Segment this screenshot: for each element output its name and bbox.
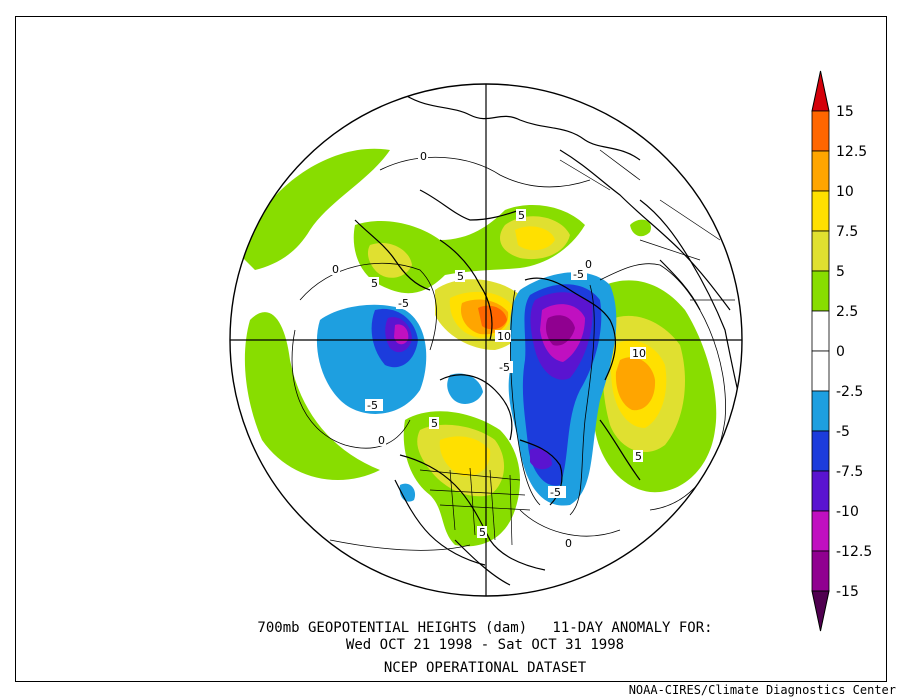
contour-label-text: 0 bbox=[378, 434, 385, 447]
contour-label-text: 0 bbox=[565, 537, 572, 550]
colorbar-label: 12.5 bbox=[836, 144, 867, 160]
contour-label-text: 5 bbox=[479, 526, 486, 539]
plot-frame bbox=[15, 16, 887, 682]
anomaly-region-positive bbox=[630, 219, 651, 237]
colorbar-swatch bbox=[811, 430, 830, 472]
contour-label: -5 bbox=[396, 297, 412, 310]
colorbar: 15 12.5 10 7.5 5 2.5 0 -2.5 -5 -7.5 -10 -12.5 -15 bbox=[811, 70, 872, 632]
colorbar-swatch bbox=[811, 350, 830, 392]
colorbar-swatch bbox=[811, 110, 830, 152]
contour-label: 5 bbox=[369, 277, 379, 290]
colorbar-swatch bbox=[811, 150, 830, 192]
map-title-line3: NCEP OPERATIONAL DATASET bbox=[383, 660, 587, 676]
map-title-line2: Wed OCT 21 1998 - Sat OCT 31 1998 bbox=[345, 637, 625, 653]
anomaly-region-negative bbox=[447, 373, 483, 404]
colorbar-swatch bbox=[811, 550, 830, 592]
colorbar-bottom-triangle bbox=[811, 590, 830, 632]
anomaly-region-positive bbox=[240, 148, 390, 270]
contour-label-text: -5 bbox=[499, 361, 510, 374]
colorbar-label: 7.5 bbox=[836, 224, 858, 240]
anomaly-region-negative bbox=[530, 448, 552, 470]
contour-label: 10 bbox=[630, 347, 646, 360]
colorbar-swatch bbox=[811, 190, 830, 232]
contour-label-text: 0 bbox=[585, 258, 592, 271]
colorbar-label: 0 bbox=[836, 344, 845, 360]
contour-label: -5 bbox=[497, 361, 513, 374]
colorbar-label: -7.5 bbox=[836, 464, 863, 480]
contour-label-text: 10 bbox=[632, 347, 646, 360]
borders bbox=[419, 149, 735, 546]
contour-label: -5 bbox=[548, 486, 566, 499]
contour-label: 5 bbox=[633, 450, 643, 463]
colorbar-label: -10 bbox=[836, 504, 859, 520]
contour-label: 10 bbox=[495, 330, 511, 343]
contour-label-text: 5 bbox=[457, 270, 464, 283]
contour-label-text: 0 bbox=[420, 150, 427, 163]
anomaly-region-positive bbox=[244, 312, 380, 480]
colorbar-swatch bbox=[811, 510, 830, 552]
contour-label: 5 bbox=[429, 417, 439, 430]
anomaly-region-positive bbox=[515, 226, 555, 251]
colorbar-swatch bbox=[811, 470, 830, 512]
colorbar-label: 10 bbox=[836, 184, 854, 200]
contour-label-text: 0 bbox=[332, 263, 339, 276]
contour-label: 5 bbox=[516, 209, 526, 222]
contour-label: -5 bbox=[571, 268, 587, 281]
coastlines bbox=[354, 94, 741, 586]
contour-label: 0 bbox=[583, 258, 593, 271]
colorbar-label: -2.5 bbox=[836, 384, 863, 400]
contour-label-text: -5 bbox=[367, 399, 378, 412]
anomaly-region-negative bbox=[545, 315, 575, 346]
colorbar-swatch bbox=[811, 270, 830, 312]
colorbar-label: 15 bbox=[836, 104, 854, 120]
anomaly-region-positive bbox=[439, 436, 491, 477]
contour-label-text: 5 bbox=[518, 209, 525, 222]
anomaly-region-positive bbox=[478, 305, 507, 330]
anomaly-region-positive bbox=[615, 357, 656, 411]
contour-label: 5 bbox=[477, 526, 487, 539]
colorbar-label: -15 bbox=[836, 584, 859, 600]
contour-label-text: -5 bbox=[550, 486, 561, 499]
colorbar-swatch bbox=[811, 310, 830, 352]
colorbar-top-triangle bbox=[811, 70, 830, 112]
contour-label: 5 bbox=[455, 270, 465, 283]
colorbar-label: 2.5 bbox=[836, 304, 858, 320]
colorbar-label: -5 bbox=[836, 424, 850, 440]
map-boundary bbox=[229, 83, 743, 597]
map-title-line1: 700mb GEOPOTENTIAL HEIGHTS (dam) 11-DAY … bbox=[257, 620, 713, 636]
credit-text: NOAA-CIRES/Climate Diagnostics Center bbox=[628, 683, 896, 697]
colorbar-swatch bbox=[811, 390, 830, 432]
contour-label: -5 bbox=[365, 399, 383, 412]
contour-label-text: 5 bbox=[431, 417, 438, 430]
contour-label-text: -5 bbox=[573, 268, 584, 281]
colorbar-label: -12.5 bbox=[836, 544, 872, 560]
anomaly-region-negative bbox=[394, 324, 409, 345]
contour-label-text: 10 bbox=[497, 330, 511, 343]
contour-label: 0 bbox=[330, 263, 340, 276]
contour-label-text: 5 bbox=[635, 450, 642, 463]
colorbar-label: 5 bbox=[836, 264, 845, 280]
colorbar-swatch bbox=[811, 230, 830, 272]
contour-label-group: 0 0 0 0 0 5 5 -5 5 -5 -5 5 10 10 -5 5 -5… bbox=[330, 150, 646, 550]
contour-label: 0 bbox=[376, 434, 386, 447]
contour-label: 0 bbox=[418, 150, 428, 163]
contour-label: 0 bbox=[563, 537, 573, 550]
contour-label-text: 5 bbox=[371, 277, 378, 290]
contour-label-text: -5 bbox=[398, 297, 409, 310]
